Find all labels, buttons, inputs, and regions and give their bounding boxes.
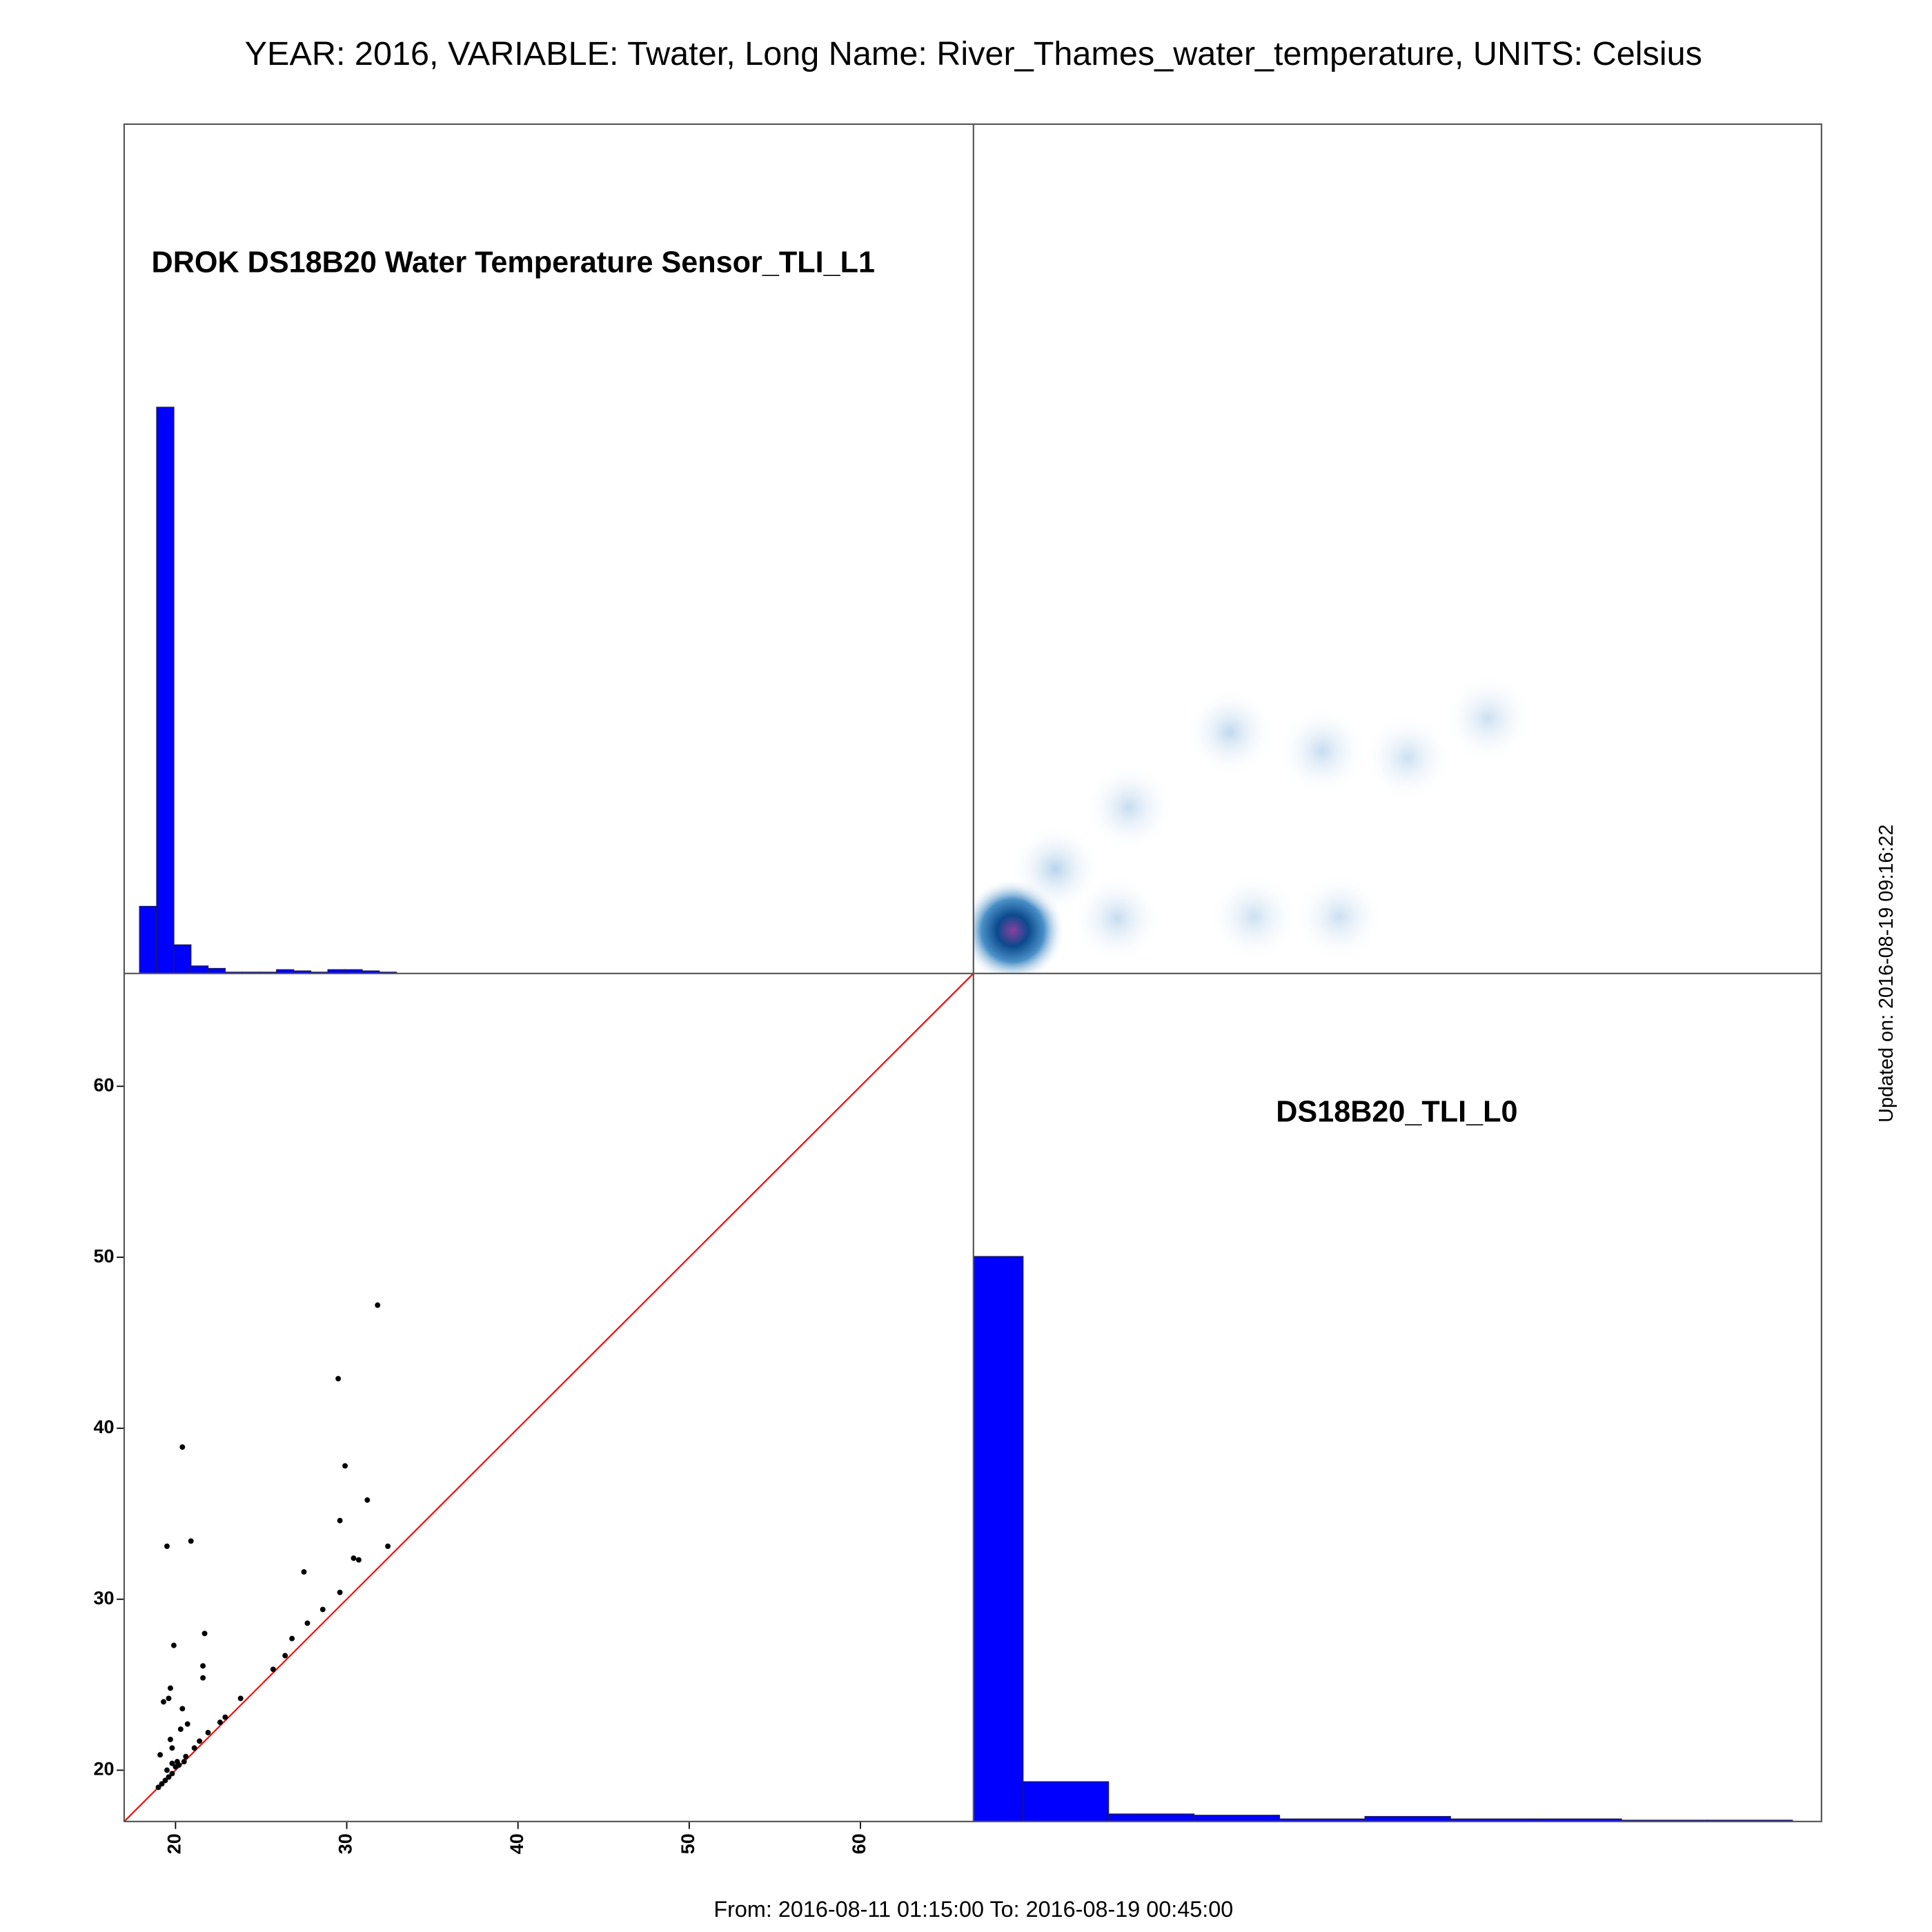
point (385, 1543, 391, 1549)
point (177, 1726, 184, 1732)
y-tick-label: 30 (94, 1588, 115, 1608)
point (169, 1771, 175, 1777)
x-tick-label: 20 (164, 1833, 185, 1854)
point (183, 1753, 189, 1759)
point (200, 1675, 206, 1681)
point (355, 1557, 362, 1563)
point (181, 1759, 187, 1765)
bar (156, 406, 175, 974)
point (157, 1752, 164, 1758)
point (155, 1784, 161, 1791)
point (197, 1738, 203, 1744)
point (319, 1606, 326, 1613)
point (166, 1695, 172, 1702)
point (191, 1745, 197, 1751)
point (161, 1699, 166, 1705)
point (179, 1706, 186, 1712)
plots: 20 30 40 50 60 20 30 40 50 60 (94, 406, 1793, 1854)
x-tick-label: 40 (506, 1833, 527, 1854)
point (375, 1302, 381, 1308)
bar (1193, 1815, 1281, 1822)
bar (973, 1256, 1024, 1822)
bar (1107, 1813, 1195, 1822)
point (205, 1730, 211, 1735)
point (159, 1781, 165, 1787)
point (289, 1635, 295, 1642)
y-tick-label: 40 (94, 1417, 115, 1437)
point (237, 1695, 244, 1702)
point (167, 1685, 173, 1691)
point (200, 1663, 206, 1669)
title: YEAR: 2016, VARIABLE: Twater, Long Name:… (245, 35, 1702, 72)
point (176, 1762, 182, 1768)
point (188, 1538, 194, 1544)
density-blob (1072, 874, 1162, 964)
point (217, 1719, 223, 1726)
point (170, 1642, 177, 1648)
x-tick-label: 60 (849, 1833, 869, 1854)
point (351, 1555, 357, 1561)
panel-title: DROK DS18B20 Water Temperature Sensor_TL… (152, 246, 875, 279)
point (335, 1376, 342, 1382)
x-tick-label: 30 (335, 1833, 356, 1854)
density-blob (1443, 673, 1533, 763)
point (166, 1774, 172, 1780)
point (164, 1543, 170, 1549)
density-blob (1363, 713, 1452, 802)
point (169, 1760, 175, 1766)
y-tick-label: 60 (94, 1074, 115, 1095)
panel-title: DS18B20_TLI_L0 (1276, 1096, 1517, 1129)
point (364, 1497, 371, 1503)
identity-line (124, 973, 974, 1822)
y-tick-label: 50 (94, 1245, 115, 1266)
density-blob (1277, 706, 1368, 796)
density-blob (1294, 872, 1384, 962)
x-tick-label: 50 (678, 1833, 698, 1854)
point (301, 1569, 307, 1575)
density-blob (1010, 824, 1101, 914)
point (169, 1745, 175, 1751)
bar (207, 967, 226, 974)
bar (190, 965, 209, 974)
point (337, 1589, 343, 1595)
frame (123, 123, 1822, 1822)
y-tick-label: 20 (94, 1759, 115, 1780)
histogram (973, 1256, 1793, 1822)
histogram (139, 406, 397, 974)
density-blob (1185, 687, 1275, 777)
bar (1022, 1781, 1110, 1822)
density-blob (1209, 872, 1299, 962)
point (184, 1721, 190, 1727)
point (282, 1653, 288, 1659)
point (179, 1444, 186, 1450)
point (270, 1666, 276, 1673)
density (973, 673, 1533, 974)
bar (173, 944, 192, 974)
period: From: 2016-08-11 01:15:00 To: 2016-08-19… (713, 1897, 1233, 1922)
point (162, 1777, 168, 1784)
point (167, 1736, 173, 1742)
updated: Updated on: 2016-08-19 09:16:22 (1875, 825, 1897, 1123)
bar (139, 905, 157, 974)
point (201, 1630, 208, 1637)
point (337, 1517, 343, 1524)
point (304, 1620, 310, 1626)
density-blob (1084, 762, 1174, 852)
point (342, 1463, 348, 1469)
point (222, 1714, 228, 1720)
point (164, 1767, 170, 1773)
